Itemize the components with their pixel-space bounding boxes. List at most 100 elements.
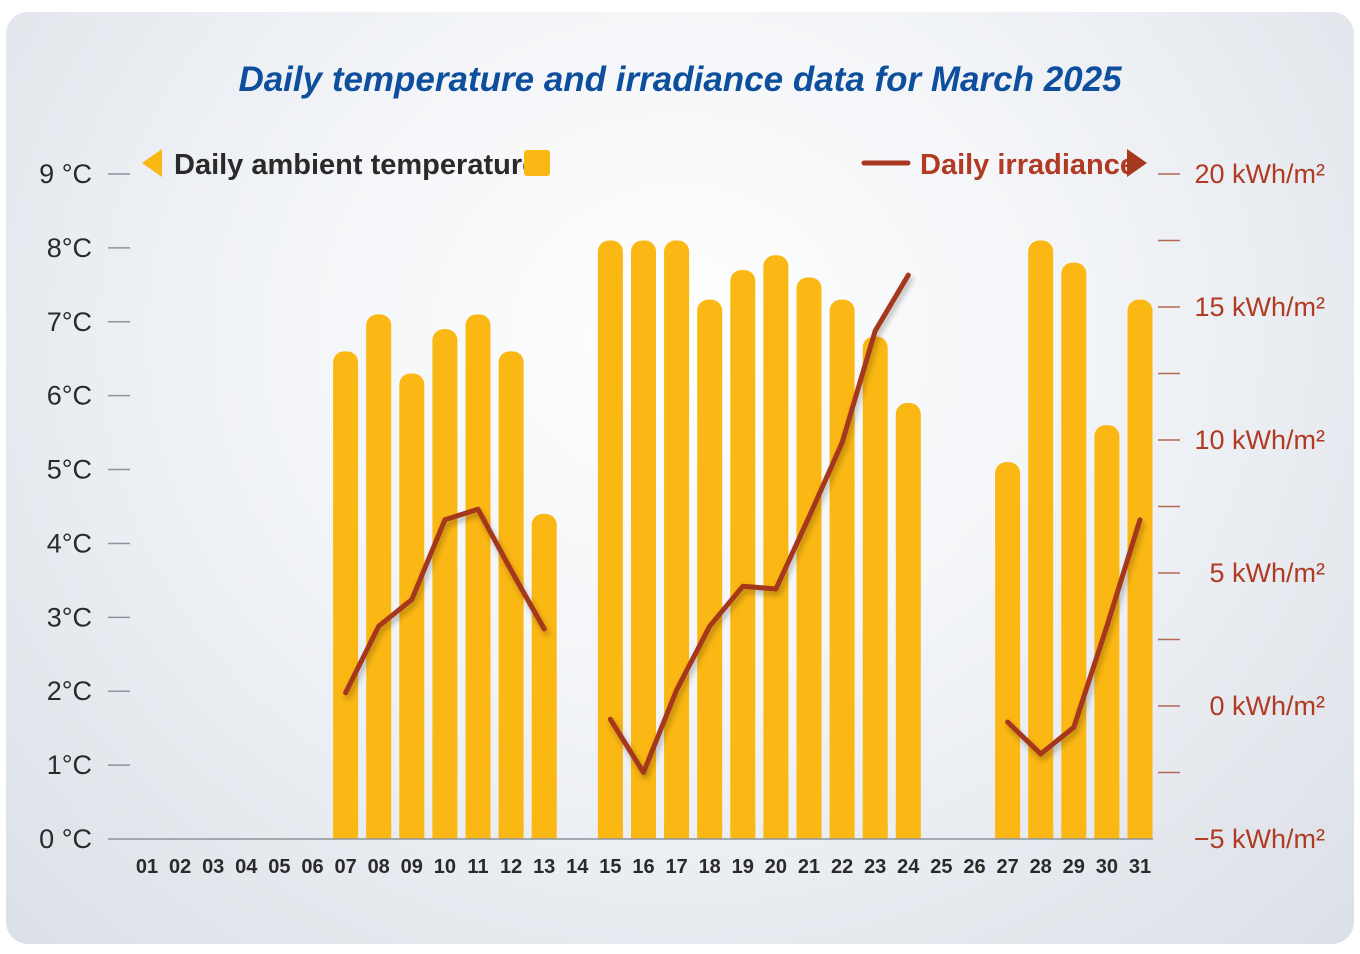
x-tick-label-21: 21 [798,856,820,878]
x-tick-label-09: 09 [401,856,423,878]
bar-base-day-30 [1094,825,1120,839]
bar-day-11 [465,314,491,839]
x-tick-label-31: 31 [1129,856,1151,878]
left-tick-label-9: 9 °C [39,159,92,189]
bar-day-08 [366,314,392,839]
x-tick-label-01: 01 [136,856,158,878]
bar-base-day-29 [1061,825,1087,839]
left-axis: 0 °C 1°C 2°C 3°C 4°C 5°C 6°C 7°C 8°C 9 °C [39,159,130,854]
x-tick-label-17: 17 [665,856,687,878]
bar-base-day-17 [664,825,690,839]
x-tick-label-13: 13 [533,856,555,878]
bar-day-21 [796,277,822,839]
bar-day-13 [531,513,557,839]
bar-day-28 [1028,240,1054,839]
bar-day-09 [399,373,425,839]
temperature-bars [333,240,1153,840]
x-tick-label-03: 03 [202,856,224,878]
x-tick-label-05: 05 [268,856,290,878]
bar-base-day-24 [895,825,921,839]
bar-day-10 [432,329,458,839]
left-tick-label-8: 8°C [47,233,92,263]
bar-day-19 [730,270,756,839]
bar-day-22 [829,299,855,840]
bar-day-23 [862,336,888,839]
x-tick-label-28: 28 [1030,856,1052,878]
x-tick-label-26: 26 [963,856,985,878]
right-tick-label: −5 kWh/m² [1194,824,1325,854]
bar-base-day-09 [399,825,425,839]
x-tick-label-12: 12 [500,856,522,878]
legend-left-arrow-icon [142,149,162,177]
bar-base-day-07 [333,825,359,839]
x-tick-label-10: 10 [434,856,456,878]
bar-base-day-18 [697,825,723,839]
bar-base-day-13 [531,825,557,839]
bar-base-day-28 [1028,825,1054,839]
left-tick-label-7: 7°C [47,307,92,337]
right-tick-label: 20 kWh/m² [1194,159,1325,189]
bar-day-24 [895,403,921,839]
x-tick-label-19: 19 [732,856,754,878]
bar-day-31 [1127,299,1153,840]
bar-base-day-22 [829,825,855,839]
left-tick-label-1: 1°C [47,750,92,780]
bar-base-day-23 [862,825,888,839]
x-tick-label-14: 14 [566,856,589,878]
right-tick-label: 10 kWh/m² [1194,425,1325,455]
x-tick-label-29: 29 [1063,856,1085,878]
bar-base-day-11 [465,825,491,839]
irradiance-line-segment-2 [607,272,911,775]
legend-right-arrow-icon [1127,149,1147,177]
x-axis: 01 02 03 04 05 06 07 08 09 10 11 12 13 14 15 16 17 18 19 20… [136,856,1151,878]
left-tick-label-2: 2°C [47,676,92,706]
bar-base-day-27 [995,825,1021,839]
bar-base-day-12 [498,825,524,839]
bar-base-day-19 [730,825,756,839]
legend-temperature-swatch [524,150,550,176]
x-tick-label-20: 20 [765,856,787,878]
x-tick-label-22: 22 [831,856,853,878]
x-tick-label-04: 04 [235,856,258,878]
x-tick-label-16: 16 [632,856,654,878]
x-tick-label-15: 15 [599,856,621,878]
left-tick-label-5: 5°C [47,455,92,485]
x-tick-label-07: 07 [334,856,356,878]
bar-day-18 [697,299,723,840]
bar-day-15 [597,240,623,839]
left-tick-label-3: 3°C [47,602,92,632]
x-tick-label-30: 30 [1096,856,1118,878]
bar-day-12 [498,351,524,839]
bar-base-day-31 [1127,825,1153,839]
bar-day-16 [631,240,656,839]
bar-day-27 [995,462,1021,839]
left-tick-label-0: 0 °C [39,824,92,854]
legend-temperature-label: Daily ambient temperature [174,149,538,181]
left-tick-label-4: 4°C [47,528,92,558]
irradiance-line-segment-3 [1005,517,1143,757]
right-tick-label: 15 kWh/m² [1194,292,1325,322]
x-tick-label-02: 02 [169,856,191,878]
right-tick-label: 5 kWh/m² [1209,558,1325,588]
x-tick-label-23: 23 [864,856,886,878]
x-tick-label-27: 27 [996,856,1018,878]
x-tick-label-24: 24 [897,856,920,878]
bar-day-29 [1061,262,1087,840]
x-tick-label-08: 08 [368,856,390,878]
irradiance-line [343,272,1143,775]
x-tick-label-11: 11 [467,856,488,878]
right-axis: −5 kWh/m² 0 kWh/m² 5 kWh/m² 10 kWh/m² 15 kWh… [1158,159,1325,854]
chart-title: Daily temperature and irradiance data fo… [238,60,1122,99]
bar-base-day-15 [597,825,623,839]
bar-base-day-16 [631,825,656,839]
x-tick-label-25: 25 [930,856,952,878]
bar-day-20 [763,255,789,839]
bar-day-07 [333,351,359,839]
right-tick-label: 0 kWh/m² [1209,691,1325,721]
bar-base-day-08 [366,825,392,839]
x-tick-label-18: 18 [699,856,721,878]
bar-base-day-10 [432,825,458,839]
bar-day-17 [664,240,690,839]
irradiance-line-segment-1 [343,506,547,696]
